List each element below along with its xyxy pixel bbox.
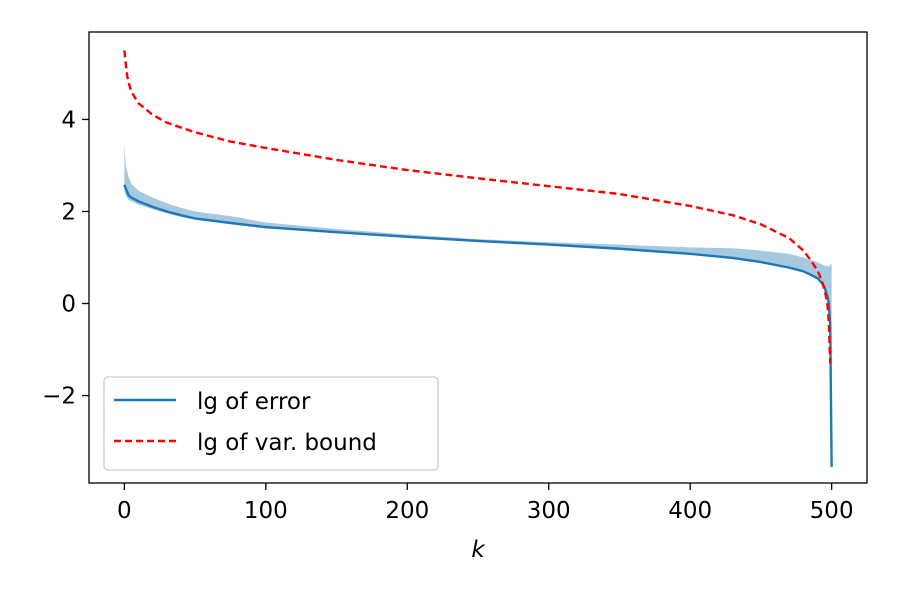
series-line-1	[123, 50, 832, 364]
y-ticks: −2 0 2 4	[42, 107, 89, 410]
legend-label-error: lg of error	[197, 389, 311, 415]
legend-label-bound: lg of var. bound	[197, 430, 377, 456]
x-tick-label: 0	[117, 498, 132, 524]
x-tick-label: 500	[810, 498, 854, 524]
x-axis-label: k	[471, 537, 486, 563]
x-tick-label: 300	[527, 498, 571, 524]
x-tick-label: 200	[385, 498, 429, 524]
y-tick-label: −2	[42, 384, 76, 410]
y-tick-label: 4	[61, 107, 76, 133]
x-tick-label: 400	[668, 498, 712, 524]
legend-box	[103, 376, 439, 471]
x-ticks: 0 100 200 300 400 500	[117, 483, 854, 524]
y-tick-label: 0	[61, 292, 76, 318]
data-layer	[123, 50, 833, 467]
legend: lg of error lg of var. bound	[103, 376, 439, 471]
x-tick-label: 100	[244, 498, 288, 524]
plot-frame	[88, 31, 868, 484]
y-tick-label: 2	[61, 199, 76, 225]
